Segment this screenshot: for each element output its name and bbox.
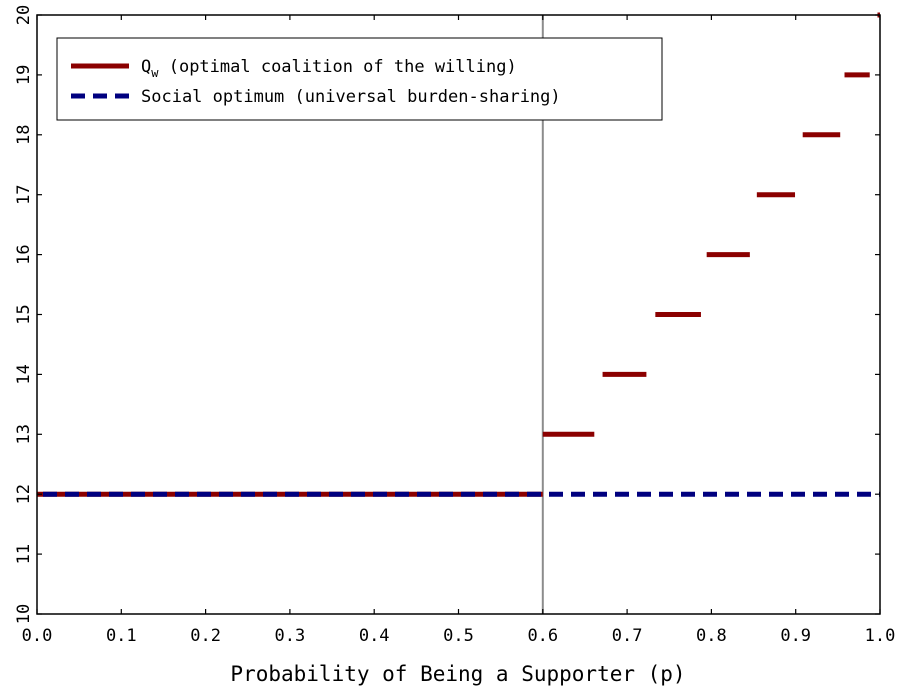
y-tick-label-1: 11 xyxy=(14,544,34,564)
x-tick-label-6: 0.6 xyxy=(527,626,558,646)
x-tick-label-5: 0.5 xyxy=(443,626,474,646)
y-tick-label-4: 14 xyxy=(14,364,34,384)
y-tick-label-9: 19 xyxy=(14,65,34,85)
y-tick-label-3: 13 xyxy=(14,424,34,444)
x-axis-title: Probability of Being a Supporter (p) xyxy=(230,662,685,686)
legend-label-social-optimum: Social optimum (universal burden-sharing… xyxy=(141,87,561,107)
legend-label-qw: Qw (optimal coalition of the willing) xyxy=(141,57,517,80)
legend-label-qw-subscript: w xyxy=(151,66,159,80)
y-tick-label-8: 18 xyxy=(14,125,34,145)
x-tick-label-0: 0.0 xyxy=(22,626,53,646)
legend-label-qw-main: Q xyxy=(141,57,151,77)
legend: Qw (optimal coalition of the willing) So… xyxy=(56,37,663,121)
x-tick-label-7: 0.7 xyxy=(612,626,643,646)
x-tick-label-9: 0.9 xyxy=(780,626,811,646)
x-tick-labels: 0.0 0.1 0.2 0.3 0.4 0.5 0.6 0.7 0.8 0.9 1.0 xyxy=(22,626,896,646)
y-tick-label-6: 16 xyxy=(14,244,34,264)
x-tick-label-3: 0.3 xyxy=(275,626,306,646)
y-tick-label-5: 15 xyxy=(14,304,34,324)
y-tick-label-0: 10 xyxy=(14,604,34,624)
x-tick-label-4: 0.4 xyxy=(359,626,390,646)
legend-box xyxy=(56,37,663,121)
y-tick-label-10: 20 xyxy=(14,5,34,25)
x-tick-label-10: 1.0 xyxy=(865,626,896,646)
x-tick-label-2: 0.2 xyxy=(190,626,221,646)
tick-layer xyxy=(36,14,881,615)
legend-label-qw-rest: (optimal coalition of the willing) xyxy=(158,57,516,77)
y-tick-label-7: 17 xyxy=(14,184,34,204)
x-tick-label-1: 0.1 xyxy=(106,626,137,646)
x-tick-label-8: 0.8 xyxy=(696,626,727,646)
y-tick-label-2: 12 xyxy=(14,484,34,504)
y-tick-labels: 10 11 12 13 14 15 16 17 18 19 20 xyxy=(14,5,34,624)
